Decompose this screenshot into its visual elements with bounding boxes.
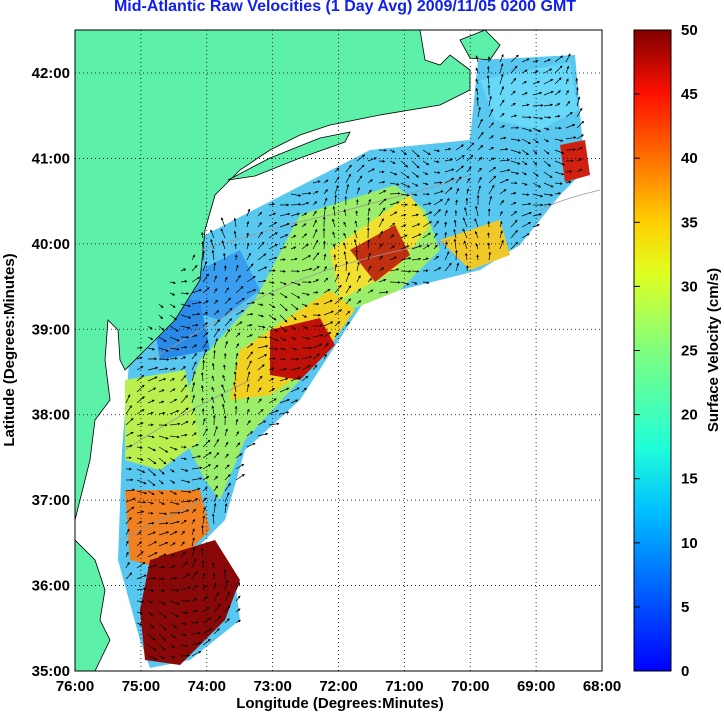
colorbar-tick-label: 0 [681,663,689,680]
latitude-tick-label: 39:00 [32,321,70,338]
latitude-tick-label: 36:00 [32,578,70,595]
longitude-tick-label: 73:00 [253,678,291,695]
land-mass [75,30,471,521]
latitude-tick-label: 42:00 [32,65,70,82]
colorbar-tick-label: 30 [681,278,698,295]
y-axis-label: Latitude (Degrees:Minutes) [1,253,18,446]
longitude-tick-label: 68:00 [583,678,621,695]
longitude-tick-label: 71:00 [385,678,423,695]
colorbar-tick-label: 5 [681,599,689,616]
colorbar-tick-label: 10 [681,535,698,552]
colorbar-tick-label: 25 [681,343,698,360]
land-mass-south [75,539,111,671]
velocity-arrows [125,53,585,661]
latitude-tick-label: 37:00 [32,492,70,509]
map-title: Mid-Atlantic Raw Velocities (1 Day Avg) … [113,0,577,15]
longitude-tick-label: 70:00 [451,678,489,695]
latitude-tick-label: 40:00 [32,236,70,253]
colorbar-tick-label: 40 [681,150,698,167]
longitude-tick-label: 75:00 [122,678,160,695]
longitude-tick-label: 72:00 [319,678,357,695]
long-island [227,131,351,181]
latitude-tick-label: 41:00 [32,150,70,167]
longitude-tick-labels: 76:00 75:00 74:00 73:00 72:00 71:00 70:00 69:00… [56,678,621,695]
longitude-tick-label: 74:00 [188,678,226,695]
map-panel [75,30,602,671]
longitude-tick-label: 76:00 [56,678,94,695]
coordinate-grid [75,30,602,671]
longitude-tick-label: 69:00 [517,678,555,695]
colorbar-tick-label: 50 [681,22,698,39]
colorbar-tick-label: 35 [681,214,698,231]
latitude-tick-label: 38:00 [32,407,70,424]
colorbar-label: Surface Velocity (cm/s) [705,268,722,432]
x-axis-label: Longitude (Degrees:Minutes) [236,695,444,712]
colorbar-tick-label: 20 [681,407,698,424]
colorbar-tick-label: 15 [681,471,698,488]
cape-cod [459,30,501,61]
map-frame [74,29,603,672]
bathymetry-contours [119,174,601,541]
latitude-tick-label: 35:00 [32,663,70,680]
latitude-tick-labels: 42:00 41:00 40:00 39:00 38:00 37:00 36:00 35:00 [32,65,70,680]
colorbar-tick-label: 45 [681,86,698,103]
